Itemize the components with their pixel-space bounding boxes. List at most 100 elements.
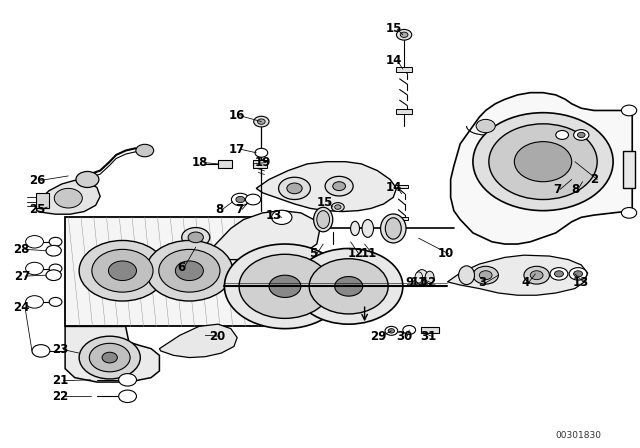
Circle shape	[232, 193, 249, 206]
Bar	[36, 193, 49, 208]
Circle shape	[524, 266, 549, 284]
Text: 12: 12	[420, 276, 436, 289]
Circle shape	[49, 264, 62, 273]
Circle shape	[76, 172, 99, 188]
Circle shape	[136, 144, 154, 157]
Circle shape	[26, 262, 44, 275]
Circle shape	[489, 124, 597, 199]
Text: 24: 24	[13, 301, 30, 314]
Text: 15: 15	[317, 196, 333, 209]
Circle shape	[79, 336, 140, 379]
Circle shape	[531, 271, 543, 280]
Bar	[420, 327, 438, 332]
Circle shape	[269, 275, 301, 297]
Text: 8: 8	[571, 183, 579, 196]
Text: 11: 11	[411, 276, 427, 289]
Circle shape	[54, 188, 83, 208]
Circle shape	[118, 374, 136, 386]
Circle shape	[473, 266, 499, 284]
Circle shape	[146, 241, 233, 301]
Text: 29: 29	[371, 330, 387, 343]
Circle shape	[400, 32, 408, 38]
Circle shape	[90, 343, 130, 372]
Text: 30: 30	[396, 330, 412, 343]
Circle shape	[92, 250, 153, 292]
Circle shape	[253, 116, 269, 127]
Circle shape	[257, 119, 265, 124]
Polygon shape	[447, 255, 588, 295]
Circle shape	[79, 241, 166, 301]
Text: 26: 26	[29, 174, 46, 187]
Circle shape	[182, 228, 210, 247]
Circle shape	[49, 237, 62, 246]
Circle shape	[621, 207, 637, 218]
Circle shape	[573, 271, 582, 277]
Text: 00301830: 00301830	[556, 431, 602, 440]
Circle shape	[46, 270, 61, 280]
Circle shape	[46, 246, 61, 256]
Text: 9: 9	[405, 276, 413, 289]
Circle shape	[118, 390, 136, 403]
Circle shape	[26, 236, 44, 248]
Bar	[218, 160, 232, 168]
Text: 7: 7	[553, 183, 561, 196]
Text: 31: 31	[420, 330, 436, 343]
Bar	[395, 185, 408, 188]
Circle shape	[188, 232, 204, 243]
Ellipse shape	[415, 272, 422, 283]
Text: 14: 14	[386, 181, 402, 194]
Circle shape	[550, 267, 568, 280]
Circle shape	[49, 297, 62, 306]
Ellipse shape	[362, 220, 374, 237]
Ellipse shape	[314, 207, 333, 232]
Circle shape	[287, 183, 302, 194]
Text: 11: 11	[361, 247, 377, 260]
Ellipse shape	[317, 211, 330, 228]
Bar	[395, 217, 408, 220]
Circle shape	[255, 148, 268, 157]
Ellipse shape	[385, 218, 401, 239]
Circle shape	[332, 202, 344, 211]
Circle shape	[102, 352, 117, 363]
Polygon shape	[451, 93, 632, 244]
Polygon shape	[36, 181, 100, 214]
Ellipse shape	[425, 271, 434, 284]
Circle shape	[515, 142, 572, 182]
Circle shape	[333, 182, 346, 190]
Circle shape	[556, 130, 568, 139]
Circle shape	[335, 276, 363, 296]
Circle shape	[473, 113, 613, 211]
Text: 18: 18	[192, 156, 209, 169]
Circle shape	[108, 261, 136, 280]
Text: 5: 5	[310, 247, 317, 260]
Bar	[253, 160, 267, 168]
Text: 8: 8	[215, 203, 223, 216]
Circle shape	[271, 210, 292, 224]
Circle shape	[577, 132, 585, 138]
Circle shape	[385, 327, 397, 335]
Circle shape	[239, 254, 331, 319]
Text: 27: 27	[13, 270, 30, 283]
Circle shape	[335, 205, 341, 209]
Polygon shape	[65, 327, 159, 382]
Polygon shape	[205, 211, 320, 260]
Circle shape	[32, 345, 50, 357]
Text: 4: 4	[521, 276, 529, 289]
Circle shape	[26, 296, 44, 308]
Text: 13: 13	[266, 210, 282, 223]
Text: 23: 23	[52, 343, 68, 356]
Circle shape	[246, 194, 260, 205]
Circle shape	[569, 267, 587, 280]
Polygon shape	[256, 162, 396, 211]
Polygon shape	[159, 324, 237, 358]
Circle shape	[388, 329, 394, 333]
Ellipse shape	[381, 214, 406, 243]
Ellipse shape	[459, 266, 474, 284]
Text: 10: 10	[437, 247, 454, 260]
Circle shape	[278, 177, 310, 199]
Circle shape	[396, 30, 412, 40]
Text: 13: 13	[573, 276, 589, 289]
Bar	[623, 151, 636, 188]
Text: 16: 16	[229, 109, 245, 122]
Circle shape	[294, 249, 403, 324]
